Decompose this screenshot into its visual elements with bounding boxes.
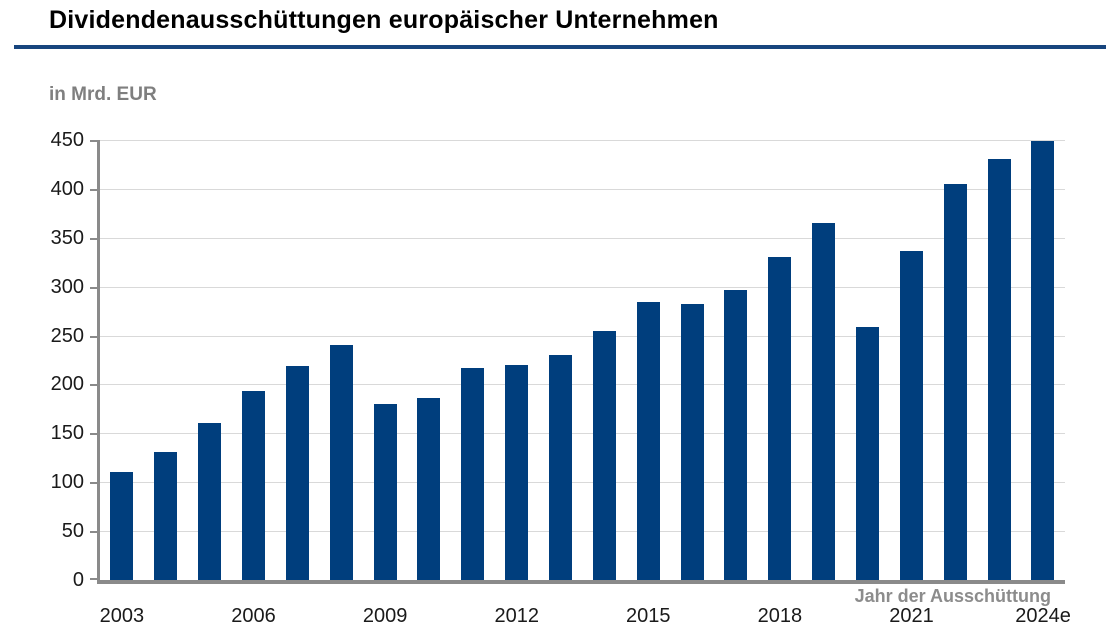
y-tick-label-100: 100 — [50, 471, 84, 494]
y-tick-mark-150 — [90, 433, 97, 436]
bar-2018 — [768, 257, 792, 580]
y-tick-label-300: 300 — [50, 275, 84, 298]
y-tick-label-50: 50 — [61, 520, 84, 543]
gridline-350 — [100, 237, 1065, 239]
bar-2006 — [242, 391, 265, 580]
bar-2019 — [812, 223, 836, 580]
bar-2021 — [899, 251, 923, 580]
title-divider-rule — [14, 45, 1106, 49]
bar-2007 — [285, 365, 309, 580]
y-tick-label-350: 350 — [50, 226, 84, 249]
x-tick-label-2024e: 2024e — [1015, 605, 1071, 627]
gridline-400 — [100, 188, 1065, 190]
x-tick-label-2003: 2003 — [99, 605, 145, 627]
x-tick-label-2012: 2012 — [494, 605, 539, 627]
bar-2012 — [505, 364, 529, 580]
y-tick-label-450: 450 — [50, 129, 84, 151]
bar-2008 — [329, 345, 353, 580]
y-tick-label-0: 0 — [72, 569, 84, 591]
y-tick-mark-450 — [90, 140, 97, 142]
bar-series — [100, 140, 1065, 580]
y-tick-mark-50 — [90, 531, 97, 534]
bar-2010 — [417, 398, 441, 580]
bar-2003 — [110, 472, 134, 580]
bar-2009 — [373, 404, 397, 580]
bar-2024e — [1031, 140, 1055, 580]
gridline-50 — [100, 531, 1065, 533]
y-tick-mark-400 — [90, 188, 97, 191]
y-tick-label-200: 200 — [50, 373, 84, 396]
bar-2017 — [724, 289, 748, 580]
bar-2004 — [154, 451, 178, 580]
bar-2013 — [549, 355, 573, 580]
gridline-300 — [100, 286, 1065, 288]
x-tick-label-2021: 2021 — [889, 605, 934, 627]
gridline-200 — [100, 384, 1065, 386]
y-unit-label: in Mrd. EUR — [49, 84, 157, 105]
bar-2014 — [592, 330, 616, 580]
y-tick-mark-300 — [90, 286, 97, 289]
bar-2011 — [461, 367, 485, 580]
y-tick-label-150: 150 — [50, 422, 84, 445]
y-tick-mark-0 — [90, 578, 97, 580]
bar-2016 — [680, 304, 704, 580]
bar-2020 — [856, 326, 880, 580]
y-tick-mark-100 — [90, 482, 97, 485]
bar-2022 — [943, 184, 967, 580]
gridline-450 — [100, 140, 1065, 141]
y-tick-mark-250 — [90, 335, 97, 338]
plot-area: 0 50 100 150 200 250 300 350 400 450 2003 2006 2009… — [51, 129, 1071, 627]
bar-2005 — [198, 422, 222, 580]
x-axis-title: Jahr der Ausschüttung — [854, 586, 1051, 606]
x-tick-label-2018: 2018 — [757, 605, 803, 627]
gridline-150 — [100, 433, 1065, 435]
gridline-100 — [100, 482, 1065, 484]
y-tick-label-400: 400 — [50, 177, 84, 200]
y-tick-mark-350 — [90, 237, 97, 240]
y-tick-label-250: 250 — [50, 324, 84, 347]
bar-2015 — [636, 302, 660, 580]
x-tick-label-2009: 2009 — [362, 605, 408, 627]
gridline-250 — [100, 335, 1065, 337]
x-tick-label-2015: 2015 — [626, 605, 671, 627]
bar-2023 — [987, 158, 1011, 580]
x-tick-label-2006: 2006 — [231, 605, 276, 627]
chart-title: Dividendenausschüttungen europäischer Un… — [49, 6, 719, 34]
y-tick-mark-200 — [90, 384, 97, 387]
